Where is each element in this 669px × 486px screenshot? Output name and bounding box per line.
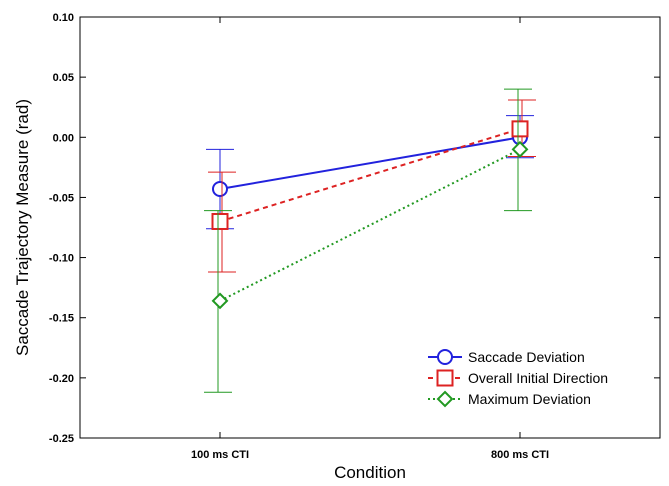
data-point <box>211 292 229 310</box>
data-point <box>212 181 228 198</box>
y-tick-label: -0.20 <box>49 373 74 385</box>
y-tick-label: -0.10 <box>49 253 74 265</box>
data-point <box>511 120 529 138</box>
legend-marker <box>436 390 454 408</box>
series-line <box>219 136 521 190</box>
legend-label: Saccade Deviation <box>468 349 585 365</box>
series-layer <box>204 88 536 393</box>
x-axis-title: Condition <box>334 463 406 482</box>
series-saccade-deviation <box>206 115 534 230</box>
legend-label: Maximum Deviation <box>468 391 591 407</box>
x-tick-label: 800 ms CTI <box>491 449 549 461</box>
x-tick-label: 100 ms CTI <box>191 449 249 461</box>
legend-marker <box>437 349 453 365</box>
legend: Saccade Deviation Overall Initial Directi… <box>428 349 608 408</box>
series-line <box>219 127 521 223</box>
plot-frame <box>79 16 661 439</box>
legend-item: Overall Initial Direction <box>428 369 608 387</box>
legend-item: Maximum Deviation <box>428 390 591 408</box>
legend-marker <box>436 369 454 387</box>
series-overall-initial-direction <box>208 99 536 273</box>
y-tick-label: -0.15 <box>49 313 74 325</box>
y-tick-label: 0.05 <box>53 72 74 84</box>
y-tick-label: 0.00 <box>53 132 74 144</box>
data-point <box>511 140 529 158</box>
y-tick-label: -0.05 <box>49 192 74 204</box>
legend-item: Saccade Deviation <box>428 349 585 365</box>
y-tick-label: 0.10 <box>53 12 74 24</box>
y-tick-label: -0.25 <box>49 433 74 445</box>
x-axis: 100 ms CTI 800 ms CTI <box>191 17 549 461</box>
y-axis-title: Saccade Trajectory Measure (rad) <box>13 99 32 356</box>
series-line <box>219 148 521 302</box>
y-axis: 0.10 0.05 0.00 -0.05 -0.10 -0.15 -0.20 -0.25 <box>49 12 660 445</box>
series-maximum-deviation <box>204 88 532 393</box>
legend-label: Overall Initial Direction <box>468 370 608 386</box>
data-point <box>211 212 229 230</box>
